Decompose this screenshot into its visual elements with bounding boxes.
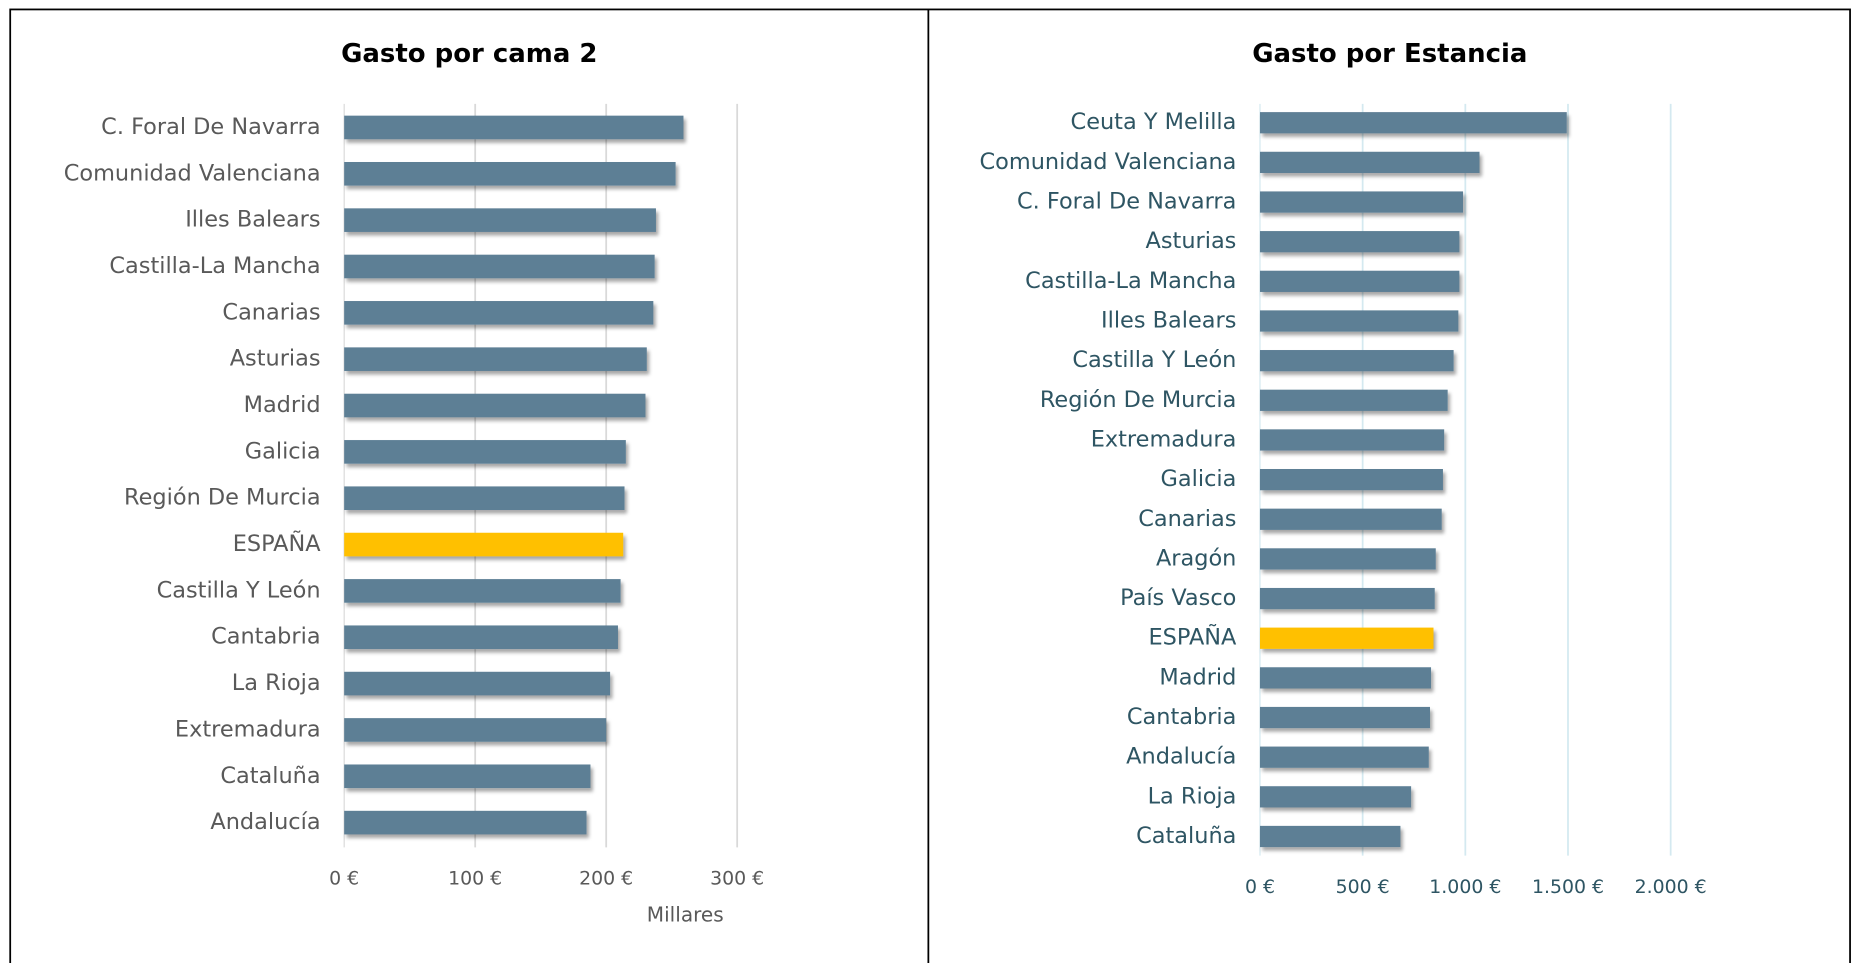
bar (344, 254, 655, 279)
y-tick-label: Comunidad Valenciana (980, 149, 1237, 175)
y-tick-label: Castilla Y León (157, 577, 321, 603)
bar (344, 208, 656, 232)
bar (1259, 231, 1460, 253)
y-tick-label: Andalucía (1126, 744, 1236, 770)
x-tick-label: 1.000 € (1429, 876, 1501, 898)
y-tick-label: Ceuta Y Melilla (1071, 109, 1237, 135)
bar (344, 440, 626, 464)
y-tick-label: Madrid (244, 392, 321, 418)
y-tick-label: ESPAÑA (1149, 623, 1238, 651)
y-tick-label: Cataluña (1136, 823, 1236, 849)
y-tick-label: Extremadura (1091, 426, 1237, 452)
bar (344, 532, 624, 557)
x-tick-label: 0 € (329, 868, 359, 890)
x-tick-label: 200 € (579, 868, 633, 890)
bar (344, 810, 587, 835)
bar (1259, 786, 1412, 808)
bar (1259, 825, 1401, 848)
y-tick-label: Cataluña (220, 763, 320, 789)
x-axis-title: Millares (647, 902, 724, 926)
bar (1259, 151, 1480, 174)
bar (1259, 587, 1435, 610)
y-tick-label: Región De Murcia (1040, 387, 1237, 413)
y-tick-label: ESPAÑA (233, 529, 322, 557)
x-tick-label: 500 € (1336, 876, 1390, 898)
y-tick-label: Cantabria (211, 624, 320, 650)
y-tick-label: Comunidad Valenciana (64, 160, 321, 186)
frame (9, 8, 1851, 963)
bar (1259, 310, 1459, 332)
bar (344, 115, 684, 140)
y-tick-label: Cantabria (1127, 704, 1236, 730)
bar (344, 161, 676, 186)
y-tick-label: Illes Balears (185, 207, 320, 233)
bar (1259, 350, 1454, 372)
bar (1259, 191, 1464, 213)
chart-title: Gasto por cama 2 (341, 39, 597, 69)
bar (344, 625, 618, 650)
x-tick-label: 1.500 € (1532, 876, 1604, 898)
bar (344, 486, 625, 511)
bar (1259, 429, 1445, 451)
y-tick-label: Galicia (1161, 466, 1237, 492)
x-tick-label: 0 € (1245, 876, 1275, 898)
y-tick-label: Illes Balears (1101, 308, 1236, 334)
chart-title: Gasto por Estancia (1252, 39, 1527, 69)
y-tick-label: Asturias (230, 346, 321, 372)
bar (344, 671, 611, 696)
y-tick-label: Castilla-La Mancha (1025, 268, 1236, 294)
y-tick-label: Canarias (222, 299, 320, 325)
bar (1259, 468, 1443, 491)
bar (344, 301, 654, 325)
y-tick-label: Castilla-La Mancha (109, 253, 320, 279)
x-tick-label: 100 € (448, 868, 502, 890)
bar (344, 579, 621, 603)
bar (344, 764, 591, 789)
bar (1259, 746, 1429, 768)
bar (1259, 270, 1460, 292)
y-tick-label: País Vasco (1120, 585, 1236, 611)
y-tick-label: La Rioja (232, 670, 321, 696)
bar (1259, 627, 1434, 649)
y-tick-label: C. Foral De Navarra (101, 114, 320, 140)
y-tick-label: Asturias (1146, 228, 1237, 254)
y-tick-label: C. Foral De Navarra (1017, 189, 1236, 215)
bar (1259, 508, 1442, 530)
y-tick-label: Canarias (1138, 506, 1236, 532)
y-tick-label: Galicia (245, 438, 321, 464)
bar (344, 718, 607, 742)
bar (1259, 706, 1431, 729)
y-tick-label: Extremadura (175, 716, 321, 742)
y-tick-label: Andalucía (210, 809, 320, 835)
bar (1259, 667, 1432, 689)
x-tick-label: 2.000 € (1635, 876, 1707, 898)
x-tick-label: 300 € (710, 868, 764, 890)
bar (344, 347, 647, 371)
y-tick-label: Castilla Y León (1072, 347, 1236, 373)
y-tick-label: La Rioja (1148, 783, 1237, 809)
y-tick-label: Madrid (1159, 664, 1236, 690)
y-tick-label: Región De Murcia (124, 485, 321, 511)
bar (1259, 112, 1567, 134)
bar (1259, 548, 1436, 570)
y-tick-label: Aragón (1156, 545, 1236, 571)
bar (344, 393, 646, 418)
bar (1259, 389, 1448, 411)
